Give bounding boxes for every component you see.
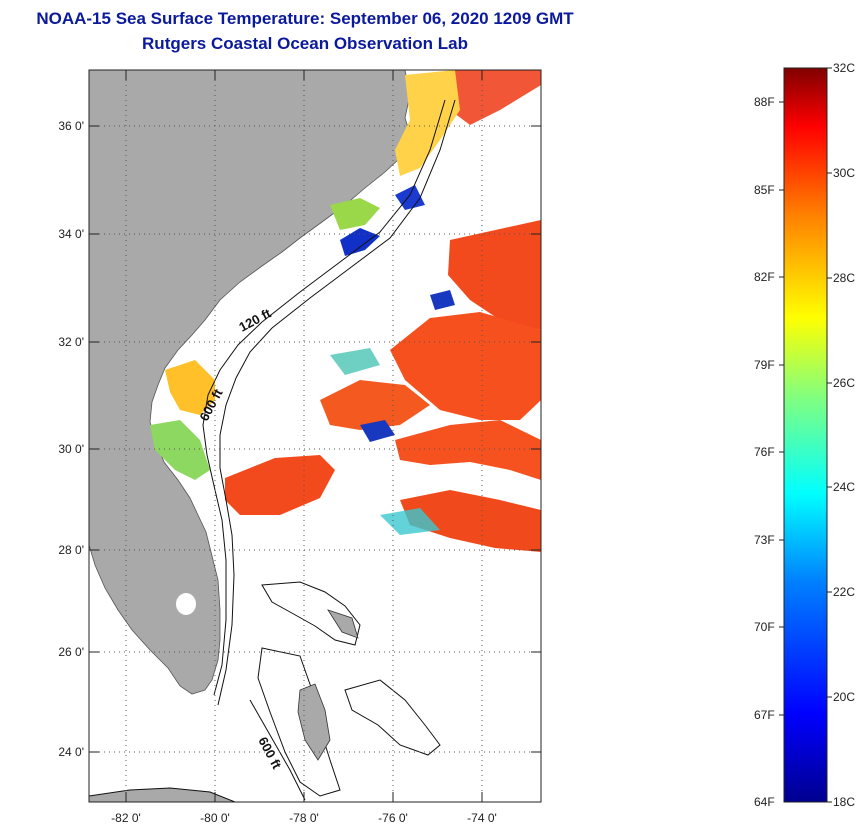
sst-patch-southeast: [400, 490, 541, 552]
lon-label-78: -78 0': [289, 811, 319, 825]
sst-patch-coastal-sc: [330, 198, 380, 230]
map-frame: [88, 69, 542, 803]
grand-bahama: [327, 609, 359, 639]
sst-patch-cool-central: [330, 348, 380, 375]
latitude-labels: 36 0' 34 0' 32 0' 30 0' 28 0' 26 0' 24 0…: [58, 119, 84, 759]
sst-patch-cold-east: [430, 290, 455, 310]
cb-c-30: 30C: [833, 166, 855, 180]
lon-label-80: -80 0': [200, 811, 230, 825]
sst-patch-southwest: [225, 455, 335, 515]
sst-patch-cool-south: [380, 508, 440, 535]
cb-f-85: 85F: [754, 183, 775, 197]
cb-f-79: 79F: [754, 358, 775, 372]
lat-label-30: 30 0': [58, 442, 84, 456]
lon-label-76: -76 0': [378, 811, 408, 825]
lat-label-24: 24 0': [58, 745, 84, 759]
tick-marks: [89, 70, 541, 802]
sst-patch-cape-hatteras: [395, 70, 460, 176]
longitude-labels: -82 0' -80 0' -78 0' -76 0' -74 0': [111, 811, 497, 825]
cb-c-18: 18C: [833, 795, 855, 809]
cb-c-32: 32C: [833, 61, 855, 75]
cb-c-20: 20C: [833, 690, 855, 704]
graticule: [89, 70, 541, 802]
lat-label-34: 34 0': [58, 227, 84, 241]
sst-patch-coastal-fl: [150, 420, 210, 480]
cb-f-73: 73F: [754, 533, 775, 547]
contour-600ft: [217, 99, 456, 706]
cb-f-82: 82F: [754, 270, 775, 284]
bahamas-bank-north: [261, 581, 361, 646]
map-subtitle: Rutgers Coastal Ocean Observation Lab: [142, 34, 468, 53]
cb-f-67: 67F: [754, 708, 775, 722]
sst-patch-central-west: [320, 380, 430, 430]
sst-patch-northeast: [450, 70, 541, 125]
lon-label-74: -74 0': [467, 811, 497, 825]
sst-patch-cold-shelf: [360, 420, 395, 442]
lon-label-82: -82 0': [111, 811, 141, 825]
cb-f-88: 88F: [754, 95, 775, 109]
colorbar: 88F 85F 82F 79F 76F 73F 70F 67F 64F 32C …: [754, 61, 855, 809]
sst-patch-central-east: [390, 312, 541, 420]
contour-120ft: [202, 99, 446, 696]
map-title: NOAA-15 Sea Surface Temperature: Septemb…: [36, 9, 574, 28]
cb-c-28: 28C: [833, 271, 855, 285]
sst-patch-cold-nc: [340, 228, 380, 256]
cb-c-26: 26C: [833, 376, 855, 390]
sst-patch-coastal-ga: [165, 360, 215, 415]
colorbar-ticks: [779, 67, 832, 803]
cb-f-64: 64F: [754, 795, 775, 809]
cb-f-76: 76F: [754, 445, 775, 459]
sst-data-layer: [150, 70, 541, 552]
lat-label-36: 36 0': [58, 119, 84, 133]
cb-f-70: 70F: [754, 620, 775, 634]
lat-label-26: 26 0': [58, 645, 84, 659]
lake-okeechobee: [176, 593, 196, 615]
lat-label-32: 32 0': [58, 335, 84, 349]
sst-patch-south-center: [395, 420, 541, 480]
andros-island: [297, 683, 331, 761]
colorbar-gradient: [783, 67, 828, 803]
cb-c-24: 24C: [833, 480, 855, 494]
map-area: 120 ft 600 ft 600 ft: [89, 70, 541, 802]
lat-label-28: 28 0': [58, 543, 84, 557]
bahamas-bank-central: [257, 647, 341, 797]
cb-c-22: 22C: [833, 585, 855, 599]
sst-patch-east-band: [448, 220, 541, 330]
